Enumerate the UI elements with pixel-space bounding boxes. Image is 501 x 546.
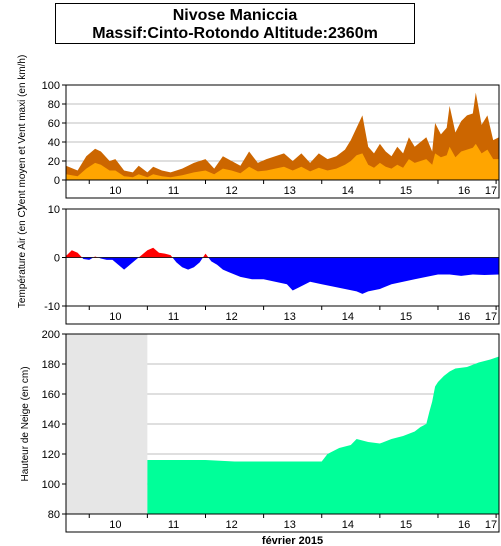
y-tick-label: 40 (48, 137, 60, 149)
snow-depth-area (147, 356, 499, 514)
x-tick-label: 15 (400, 519, 412, 531)
wind-max-area (66, 92, 499, 180)
x-tick-label: 16 (458, 311, 470, 323)
y-axis-label: Vent moyen et Vent maxi (en km/h) (17, 55, 28, 211)
x-tick-label: 10 (109, 311, 121, 323)
x-tick-label: 16 (458, 185, 470, 197)
x-tick-label: 14 (342, 519, 354, 531)
x-tick-label: 13 (284, 185, 296, 197)
y-tick-label: 160 (42, 389, 60, 401)
y-tick-label: 0 (54, 253, 60, 265)
y-tick-label: 20 (48, 156, 60, 168)
x-tick-label: 11 (168, 185, 179, 197)
x-tick-label: 12 (226, 185, 238, 197)
x-tick-label: 14 (342, 311, 354, 323)
y-tick-label: 100 (42, 479, 60, 491)
x-tick-label: 15 (400, 311, 412, 323)
y-tick-label: 100 (42, 80, 60, 92)
x-tick-label: 12 (226, 311, 238, 323)
x-tick-label: 17 (485, 311, 497, 323)
x-tick-label: 17 (485, 519, 497, 531)
y-axis-label: Hauteur de Neige (en cm) (20, 366, 31, 481)
x-tick-label: 14 (342, 185, 354, 197)
station-title: Nivose Maniccia (172, 7, 298, 24)
no-data-region (66, 334, 148, 514)
x-tick-label: 15 (400, 185, 412, 197)
y-tick-label: 180 (42, 359, 60, 371)
y-tick-label: -10 (44, 301, 60, 313)
x-tick-label: 13 (284, 311, 296, 323)
x-tick-label: 10 (109, 519, 121, 531)
temp-positive-area (66, 247, 499, 258)
x-axis-strip (65, 513, 500, 533)
y-tick-label: 120 (42, 449, 60, 461)
y-tick-label: 80 (48, 509, 60, 521)
x-tick-label: 17 (485, 185, 497, 197)
wind-avg-area (66, 143, 499, 180)
y-tick-label: 10 (48, 204, 60, 216)
y-tick-label: 60 (48, 118, 60, 130)
x-axis-strip (65, 305, 500, 325)
temp-negative-area (66, 257, 499, 294)
y-tick-label: 140 (42, 419, 60, 431)
y-tick-label: 200 (42, 329, 60, 341)
title-box: Nivose Maniccia Massif:Cinto-Rotondo Alt… (55, 3, 415, 44)
x-tick-label: 12 (226, 519, 238, 531)
y-tick-label: 0 (54, 175, 60, 187)
y-tick-label: 80 (48, 99, 60, 111)
x-tick-label: 10 (109, 185, 121, 197)
x-tick-label: 11 (168, 519, 179, 531)
x-tick-label: 16 (458, 519, 470, 531)
station-subtitle: Massif:Cinto-Rotondo Altitude:2360m (92, 25, 378, 42)
x-axis-label: février 2015 (262, 535, 323, 546)
x-tick-label: 11 (168, 311, 179, 323)
y-axis-label: Température Air (en C) (17, 207, 28, 308)
x-axis-strip (65, 179, 500, 199)
x-tick-label: 13 (284, 519, 296, 531)
